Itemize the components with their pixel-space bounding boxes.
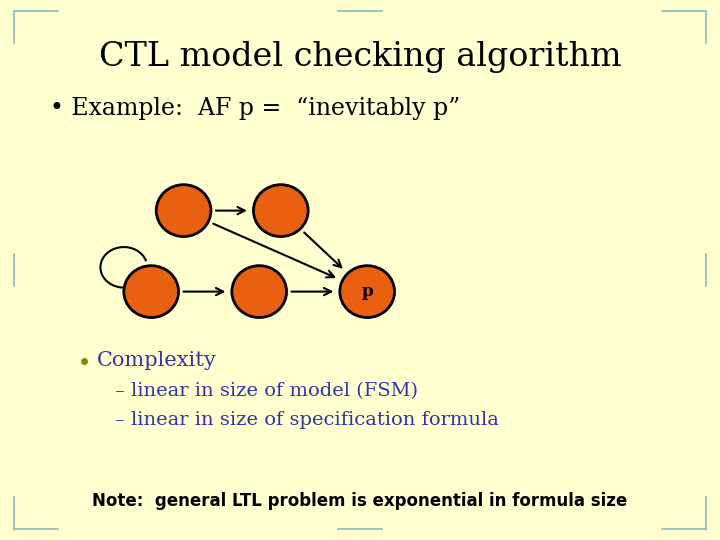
Ellipse shape (340, 266, 395, 318)
Ellipse shape (156, 185, 211, 237)
Text: • Example:  AF p =  “inevitably p”: • Example: AF p = “inevitably p” (50, 97, 461, 119)
Text: p: p (361, 283, 373, 300)
Text: Complexity: Complexity (97, 351, 217, 370)
Text: – linear in size of model (FSM): – linear in size of model (FSM) (115, 382, 418, 401)
Ellipse shape (253, 185, 308, 237)
Text: CTL model checking algorithm: CTL model checking algorithm (99, 40, 621, 73)
Ellipse shape (232, 266, 287, 318)
Text: – linear in size of specification formula: – linear in size of specification formul… (115, 411, 499, 429)
Ellipse shape (124, 266, 179, 318)
Text: Note:  general LTL problem is exponential in formula size: Note: general LTL problem is exponential… (92, 492, 628, 510)
